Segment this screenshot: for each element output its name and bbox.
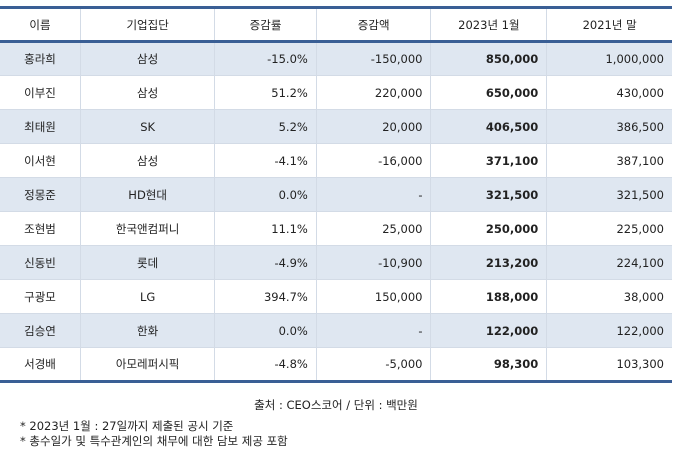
table-row: 이부진 삼성 51.2% 220,000 650,000 430,000 xyxy=(0,75,672,110)
cell-group: 아모레퍼시픽 xyxy=(79,347,215,382)
cell-change-rate: 0.0% xyxy=(214,313,317,348)
cell-change-amount: -5,000 xyxy=(315,347,431,382)
table-row: 최태원 SK 5.2% 20,000 406,500 386,500 xyxy=(0,109,672,144)
table-row: 정몽준 HD현대 0.0% -321,500 321,500 xyxy=(0,177,672,212)
cell-name: 최태원 xyxy=(24,119,56,134)
cell-2023-jan: 321,500 xyxy=(430,177,547,212)
cell-group: 삼성 xyxy=(79,75,215,110)
cell-change-rate: 0.0% xyxy=(214,177,317,212)
cell-name: 정몽준 xyxy=(24,187,56,202)
cell-2023-jan: 371,100 xyxy=(430,143,547,178)
cell-change-rate: 11.1% xyxy=(214,211,317,246)
cell-2021-end: 387,100 xyxy=(546,143,672,178)
table-row: 신동빈 롯데 -4.9% -10,900 213,200 224,100 xyxy=(0,245,672,280)
cell-group: 삼성 xyxy=(79,41,215,76)
table-row: 조현범 한국앤컴퍼니 11.1% 25,000 250,000 225,000 xyxy=(0,211,672,246)
cell-name: 서경배 xyxy=(24,357,56,371)
cell-change-rate: 5.2% xyxy=(214,109,317,144)
cell-2021-end: 1,000,000 xyxy=(546,41,672,76)
cell-2023-jan: 122,000 xyxy=(430,313,547,348)
cell-change-amount: 20,000 xyxy=(315,109,431,144)
cell-2023-jan: 250,000 xyxy=(430,211,547,246)
cell-2023-jan: 650,000 xyxy=(430,75,547,110)
stock-collateral-table: 이름 기업집단 증감률 증감액 2023년 1월 2021년 말 홍라희 삼성 -1… xyxy=(0,6,672,383)
cell-2021-end: 224,100 xyxy=(546,245,672,280)
cell-change-amount: -16,000 xyxy=(315,143,431,178)
cell-change-amount: -150,000 xyxy=(315,41,431,76)
table-row: 김승연 한화 0.0% -122,000 122,000 xyxy=(0,313,672,348)
table-row: 홍라희 삼성 -15.0% -150,000 850,000 1,000,000 xyxy=(0,41,672,76)
cell-2023-jan: 406,500 xyxy=(430,109,547,144)
cell-2021-end: 386,500 xyxy=(546,109,672,144)
cell-name: 조현범 xyxy=(24,221,56,236)
cell-change-amount: 220,000 xyxy=(315,75,431,110)
cell-2021-end: 430,000 xyxy=(546,75,672,110)
cell-change-amount: 25,000 xyxy=(315,211,431,246)
cell-name: 구광모 xyxy=(24,289,56,304)
header-change-rate: 증감률 xyxy=(214,7,317,42)
cell-2023-jan: 188,000 xyxy=(430,279,547,314)
cell-group: 롯데 xyxy=(79,245,215,280)
cell-change-rate: 51.2% xyxy=(214,75,317,110)
cell-name: 이서현 xyxy=(24,153,56,168)
cell-change-amount: - xyxy=(315,177,431,212)
cell-name: 신동빈 xyxy=(24,255,56,270)
header-name: 이름 xyxy=(29,17,51,32)
cell-group: LG xyxy=(79,279,215,314)
cell-name: 이부진 xyxy=(24,85,56,100)
cell-group: 한국앤컴퍼니 xyxy=(79,211,215,246)
note-1: * 2023년 1월 : 27일까지 제출된 공시 기준 xyxy=(20,419,234,433)
cell-2021-end: 103,300 xyxy=(546,347,672,382)
cell-group: SK xyxy=(79,109,215,144)
cell-change-amount: 150,000 xyxy=(315,279,431,314)
header-change-amount: 증감액 xyxy=(315,7,431,42)
source-caption: 출처 : CEO스코어 / 단위 : 백만원 xyxy=(254,398,418,412)
cell-2023-jan: 850,000 xyxy=(430,41,547,76)
cell-2021-end: 38,000 xyxy=(546,279,672,314)
header-group: 기업집단 xyxy=(79,7,215,42)
table-row: 이서현 삼성 -4.1% -16,000 371,100 387,100 xyxy=(0,143,672,178)
cell-2021-end: 122,000 xyxy=(546,313,672,348)
cell-change-rate: -4.9% xyxy=(214,245,317,280)
cell-change-rate: -15.0% xyxy=(214,41,317,76)
note-2: * 총수일가 및 특수관계인의 채무에 대한 담보 제공 포함 xyxy=(20,434,288,448)
cell-group: HD현대 xyxy=(79,177,215,212)
cell-group: 한화 xyxy=(79,313,215,348)
header-row: 이름 기업집단 증감률 증감액 2023년 1월 2021년 말 xyxy=(0,7,672,42)
cell-group: 삼성 xyxy=(79,143,215,178)
cell-2023-jan: 98,300 xyxy=(430,347,547,382)
cell-change-amount: - xyxy=(315,313,431,348)
cell-name: 홍라희 xyxy=(24,52,56,66)
cell-2021-end: 321,500 xyxy=(546,177,672,212)
cell-name: 김승연 xyxy=(24,323,56,338)
header-2023-jan: 2023년 1월 xyxy=(430,7,547,42)
cell-2021-end: 225,000 xyxy=(546,211,672,246)
cell-change-rate: 394.7% xyxy=(214,279,317,314)
cell-change-rate: -4.8% xyxy=(214,347,317,382)
table-row: 서경배 아모레퍼시픽 -4.8% -5,000 98,300 103,300 xyxy=(0,347,672,382)
cell-change-rate: -4.1% xyxy=(214,143,317,178)
table-row: 구광모 LG 394.7% 150,000 188,000 38,000 xyxy=(0,279,672,314)
cell-change-amount: -10,900 xyxy=(315,245,431,280)
header-2021-end: 2021년 말 xyxy=(546,7,672,42)
cell-2023-jan: 213,200 xyxy=(430,245,547,280)
